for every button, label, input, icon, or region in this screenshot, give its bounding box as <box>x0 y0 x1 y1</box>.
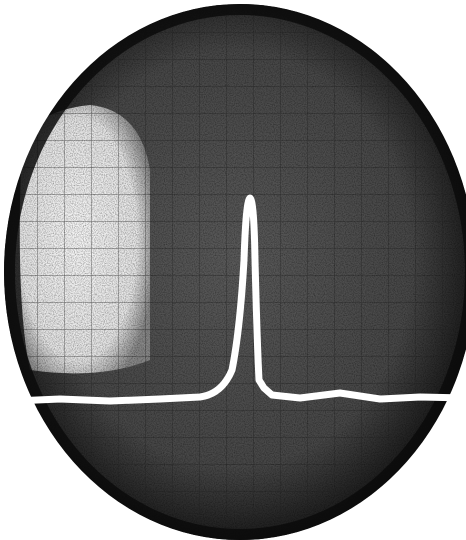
oscilloscope-photo <box>0 0 466 540</box>
screen <box>0 0 466 540</box>
